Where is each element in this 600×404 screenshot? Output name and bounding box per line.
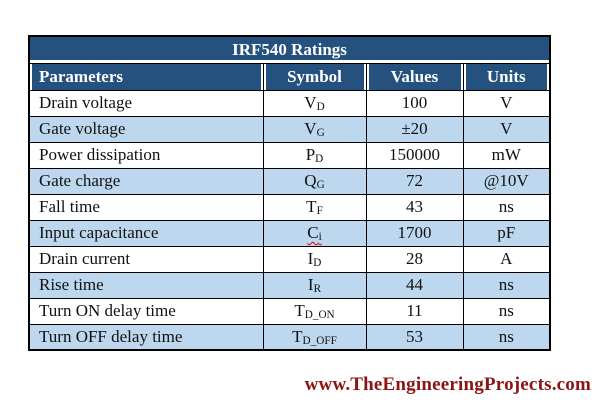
value-cell: 1700 — [365, 219, 464, 247]
symbol: PD — [305, 145, 324, 166]
table-row: Drain current ID 28 A — [28, 245, 551, 273]
table-row: Input capacitance Ci 1700 pF — [28, 219, 551, 247]
value-cell: 28 — [365, 245, 464, 273]
column-header-parameters: Parameters — [28, 62, 264, 91]
table-title: IRF540 Ratings — [28, 35, 551, 64]
symbol-subscript: R — [313, 283, 322, 296]
value-cell: 44 — [365, 271, 464, 299]
symbol: TF — [306, 197, 323, 218]
symbol-subscript: D — [313, 257, 322, 270]
parameter-cell: Drain current — [28, 245, 264, 273]
parameter-cell: Drain voltage — [28, 89, 264, 117]
symbol-base: I — [307, 275, 314, 294]
column-header-values: Values — [365, 62, 464, 91]
symbol: Ci — [307, 223, 322, 244]
unit-cell: ns — [462, 193, 551, 221]
symbol-base: C — [307, 223, 319, 242]
symbol-subscript: F — [316, 205, 323, 218]
parameter-cell: Turn OFF delay time — [28, 323, 264, 351]
value-cell: ±20 — [365, 115, 464, 143]
value-cell: 43 — [365, 193, 464, 221]
symbol-base: Q — [304, 171, 317, 190]
symbol-base: P — [305, 145, 316, 164]
symbol-base: T — [292, 326, 303, 346]
symbol-subscript: D_OFF — [302, 335, 337, 348]
symbol: VG — [304, 119, 325, 140]
symbol-base: V — [304, 93, 317, 112]
value-cell: 100 — [365, 89, 464, 117]
unit-cell: A — [462, 245, 551, 273]
symbol-cell: VD — [262, 89, 367, 117]
website-watermark-link[interactable]: www.TheEngineeringProjects.com — [304, 374, 591, 395]
table-row: Rise time IR 44 ns — [28, 271, 551, 299]
symbol-subscript: D — [315, 153, 324, 166]
symbol-base: T — [294, 301, 305, 320]
column-header-symbol: Symbol — [262, 62, 367, 91]
table-row: Fall time TF 43 ns — [28, 193, 551, 221]
symbol-subscript: D_ON — [304, 309, 335, 322]
symbol: TD_OFF — [292, 326, 337, 348]
table-row: Gate voltage VG ±20 V — [28, 115, 551, 143]
parameter-cell: Rise time — [28, 271, 264, 299]
symbol-base: T — [306, 197, 317, 216]
column-header-units: Units — [462, 62, 551, 91]
value-cell: 150000 — [365, 141, 464, 169]
table-row: Power dissipation PD 150000 mW — [28, 141, 551, 169]
table-body: Drain voltage VD 100 V Gate voltage VG ±… — [28, 89, 551, 351]
value-cell: 53 — [365, 323, 464, 351]
unit-cell: pF — [462, 219, 551, 247]
table-row: Gate charge QG 72 @10V — [28, 167, 551, 195]
symbol-subscript: i — [318, 231, 322, 244]
symbol-cell: TF — [262, 193, 367, 221]
parameter-cell: Gate charge — [28, 167, 264, 195]
symbol-subscript: D — [316, 101, 325, 114]
unit-cell: @10V — [462, 167, 551, 195]
parameter-cell: Gate voltage — [28, 115, 264, 143]
parameter-cell: Power dissipation — [28, 141, 264, 169]
symbol-cell: VG — [262, 115, 367, 143]
symbol-cell: PD — [262, 141, 367, 169]
symbol-cell: TD_ON — [262, 297, 367, 325]
unit-cell: ns — [462, 271, 551, 299]
symbol-cell: QG — [262, 167, 367, 195]
symbol-cell: Ci — [262, 219, 367, 247]
symbol-subscript: G — [316, 179, 325, 192]
symbol-cell: IR — [262, 271, 367, 299]
unit-cell: ns — [462, 297, 551, 325]
symbol-base: V — [304, 119, 317, 138]
table-row: Turn OFF delay time TD_OFF 53 ns — [28, 323, 551, 351]
unit-cell: V — [462, 89, 551, 117]
unit-cell: V — [462, 115, 551, 143]
parameter-cell: Turn ON delay time — [28, 297, 264, 325]
symbol: ID — [307, 249, 322, 270]
unit-cell: ns — [462, 323, 551, 351]
value-cell: 11 — [365, 297, 464, 325]
value-cell: 72 — [365, 167, 464, 195]
column-header-row: Parameters Symbol Values Units — [28, 62, 551, 91]
symbol-cell: TD_OFF — [262, 323, 367, 351]
symbol-cell: ID — [262, 245, 367, 273]
symbol: VD — [304, 93, 325, 114]
parameter-cell: Fall time — [28, 193, 264, 221]
table-head: IRF540 Ratings Parameters Symbol Values … — [28, 35, 551, 91]
symbol: QG — [304, 171, 325, 192]
title-row: IRF540 Ratings — [28, 35, 551, 64]
table-row: Turn ON delay time TD_ON 11 ns — [28, 297, 551, 325]
table-row: Drain voltage VD 100 V — [28, 89, 551, 117]
unit-cell: mW — [462, 141, 551, 169]
symbol: IR — [307, 275, 322, 296]
irf540-ratings-table: IRF540 Ratings Parameters Symbol Values … — [28, 35, 552, 351]
symbol-base: I — [307, 249, 314, 268]
symbol: TD_ON — [294, 301, 335, 322]
parameter-cell: Input capacitance — [28, 219, 264, 247]
symbol-subscript: G — [316, 127, 325, 140]
